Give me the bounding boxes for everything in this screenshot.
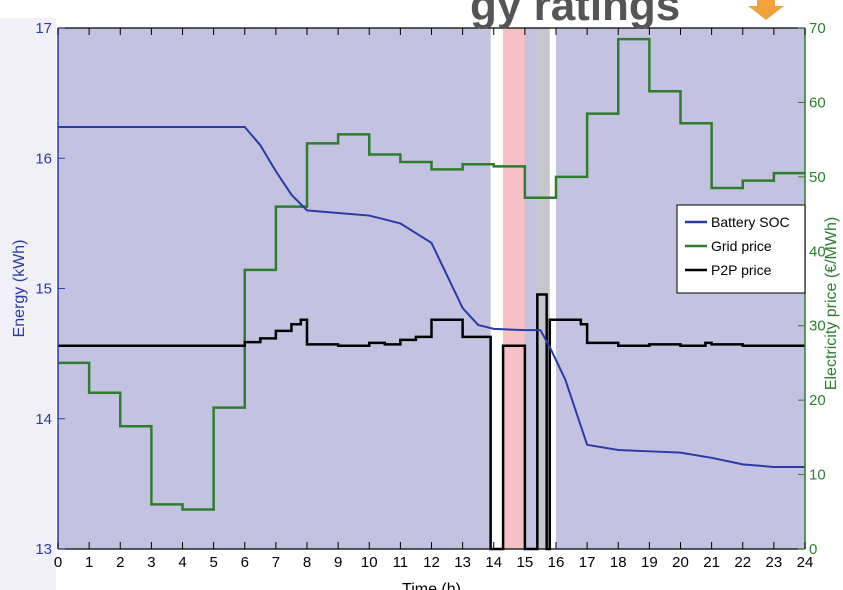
- y-right-tick-label: 30: [809, 318, 826, 335]
- x-axis-label: Time (h): [402, 581, 461, 590]
- x-tick-label: 16: [548, 554, 565, 571]
- y-axis-left-label: Energy (kWh): [11, 240, 28, 338]
- x-tick-label: 2: [116, 554, 124, 571]
- x-tick-label: 19: [641, 554, 658, 571]
- y-left-tick-label: 17: [35, 20, 52, 37]
- highlight-band-3: [549, 28, 556, 549]
- left-margin-shade: [0, 18, 56, 590]
- x-tick-label: 8: [303, 554, 311, 571]
- y-right-tick-label: 60: [809, 94, 826, 111]
- x-tick-label: 20: [672, 554, 689, 571]
- legend: Battery SOC Grid price P2P price: [676, 204, 806, 294]
- legend-entry: Battery SOC: [711, 214, 790, 230]
- x-tick-label: 15: [517, 554, 534, 571]
- x-tick-label: 9: [334, 554, 342, 571]
- y-right-tick-label: 10: [809, 467, 826, 484]
- x-tick-label: 4: [178, 554, 186, 571]
- legend-entry: P2P price: [711, 262, 772, 278]
- x-tick-label: 13: [454, 554, 471, 571]
- x-tick-label: 1: [85, 554, 93, 571]
- x-tick-label: 5: [209, 554, 217, 571]
- y-left-tick-label: 13: [35, 541, 52, 558]
- x-tick-label: 18: [610, 554, 627, 571]
- x-tick-label: 22: [734, 554, 751, 571]
- x-tick-label: 6: [241, 554, 249, 571]
- highlight-band-1: [503, 28, 525, 549]
- highlight-band-0: [490, 28, 504, 549]
- y-left-tick-label: 14: [35, 411, 52, 428]
- y-right-tick-label: 70: [809, 20, 826, 37]
- x-tick-label: 24: [797, 554, 814, 571]
- x-tick-label: 12: [423, 554, 440, 571]
- y-axis-right-label: Electricity price (€/MWh): [823, 217, 840, 390]
- x-tick-label: 0: [54, 554, 62, 571]
- legend-box: [676, 204, 806, 294]
- x-tick-label: 23: [766, 554, 783, 571]
- x-tick-label: 7: [272, 554, 280, 571]
- x-tick-label: 10: [361, 554, 378, 571]
- x-tick-label: 14: [485, 554, 502, 571]
- y-right-tick-label: 40: [809, 243, 826, 260]
- y-left-tick-label: 16: [35, 150, 52, 167]
- x-tick-label: 3: [147, 554, 155, 571]
- series-grid-price-line: [58, 37, 805, 511]
- chart-title-fragment: gy ratings: [470, 0, 680, 30]
- y-right-tick-label: 20: [809, 392, 826, 409]
- y-left-tick-label: 15: [35, 281, 52, 298]
- y-right-tick-label: 0: [809, 541, 817, 558]
- x-tick-label: 21: [703, 554, 720, 571]
- down-arrow-icon: [748, 0, 784, 20]
- y-right-tick-label: 50: [809, 169, 826, 186]
- series-battery-soc-line: [58, 125, 805, 468]
- legend-entry: Grid price: [711, 238, 772, 254]
- x-tick-label: 11: [393, 554, 409, 571]
- x-tick-label: 17: [579, 554, 596, 571]
